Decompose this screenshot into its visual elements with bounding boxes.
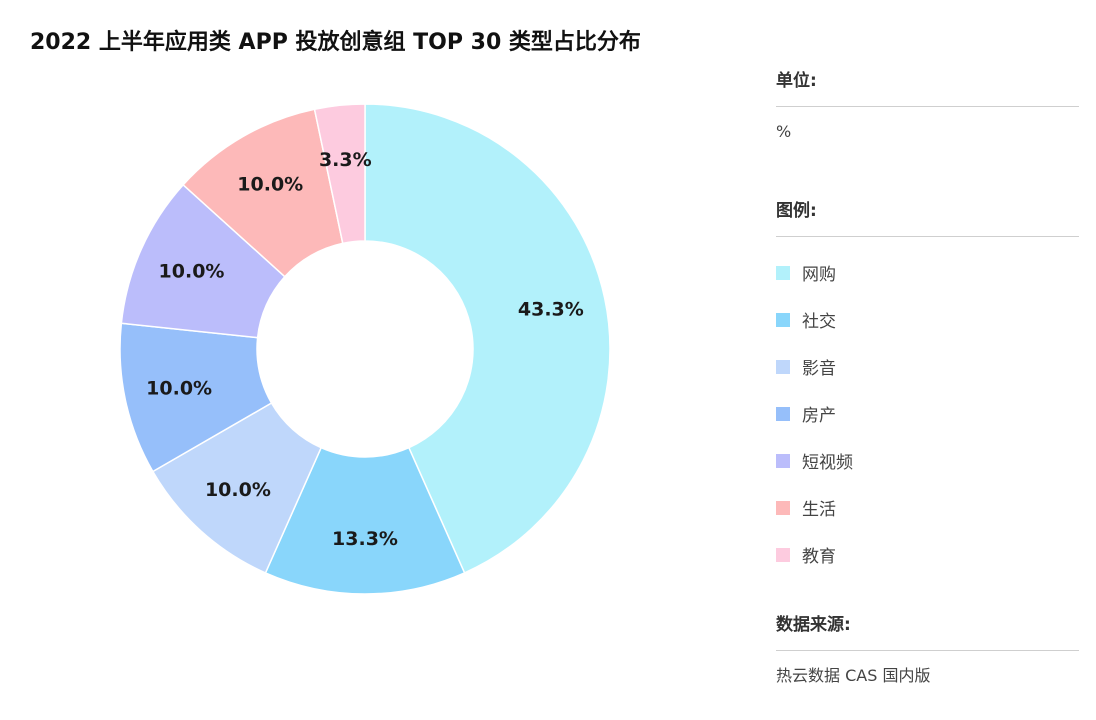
legend-swatch <box>776 312 790 327</box>
legend-item-6: 生活 <box>776 484 1079 531</box>
source-heading: 数据来源: <box>776 615 851 635</box>
source-section: 数据来源: 热云数据 CAS 国内版 <box>776 614 1079 687</box>
legend-swatch <box>776 406 790 421</box>
legend-swatch <box>776 453 790 468</box>
legend-swatch <box>776 265 790 280</box>
legend-divider <box>776 236 1079 237</box>
slice-label-4: 10.0% <box>146 377 212 399</box>
slice-label-7: 3.3% <box>319 149 372 171</box>
slice-label-1: 43.3% <box>518 299 584 321</box>
legend-label: 社交 <box>802 312 836 332</box>
slice-label-5: 10.0% <box>159 261 225 283</box>
legend-list: 网购社交影音房产短视频生活教育 <box>776 249 1079 578</box>
legend-label: 教育 <box>802 547 836 567</box>
legend-label: 房产 <box>802 406 836 426</box>
legend-item-7: 教育 <box>776 531 1079 578</box>
legend-label: 生活 <box>802 500 836 520</box>
legend-heading: 图例: <box>776 201 817 221</box>
source-divider <box>776 650 1079 651</box>
legend-swatch <box>776 547 790 562</box>
legend-section: 图例: 网购社交影音房产短视频生活教育 <box>776 200 1079 578</box>
slice-label-2: 13.3% <box>332 528 398 550</box>
donut-slices <box>119 103 611 595</box>
legend-item-4: 房产 <box>776 390 1079 437</box>
side-panel: 单位: % 图例: 网购社交影音房产短视频生活教育 <box>776 70 1079 594</box>
legend-swatch <box>776 359 790 374</box>
unit-value: % <box>776 122 792 141</box>
legend-item-5: 短视频 <box>776 437 1079 484</box>
slice-2 <box>264 446 466 595</box>
legend-item-2: 社交 <box>776 296 1079 343</box>
unit-heading: 单位: <box>776 71 817 91</box>
slice-7 <box>313 103 366 245</box>
slice-label-3: 10.0% <box>205 479 271 501</box>
chart-title: 2022 上半年应用类 APP 投放创意组 TOP 30 类型占比分布 <box>30 30 641 55</box>
legend-label: 网购 <box>802 265 836 285</box>
source-value: 热云数据 CAS 国内版 <box>776 666 931 685</box>
unit-section: 单位: % <box>776 70 1079 200</box>
legend-item-3: 影音 <box>776 343 1079 390</box>
slice-labels: 43.3% 13.3% 10.0% 10.0% 10.0% 10.0% 3.3% <box>146 149 584 550</box>
slice-1 <box>364 103 611 574</box>
slice-label-6: 10.0% <box>237 173 303 195</box>
legend-label: 短视频 <box>802 453 853 473</box>
legend-label: 影音 <box>802 359 836 379</box>
unit-divider <box>776 106 1079 107</box>
legend-swatch <box>776 500 790 515</box>
legend-item-1: 网购 <box>776 249 1079 296</box>
donut-chart: 43.3% 13.3% 10.0% 10.0% 10.0% 10.0% 3.3% <box>119 103 611 595</box>
